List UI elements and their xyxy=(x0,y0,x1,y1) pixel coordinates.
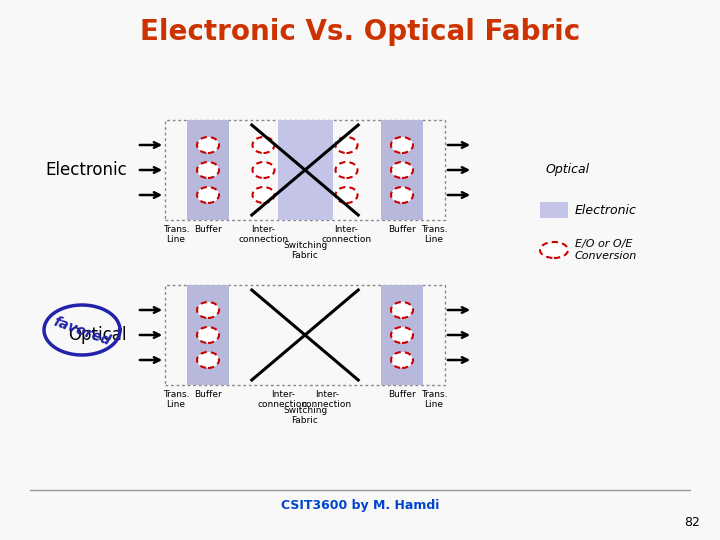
Text: 82: 82 xyxy=(684,516,700,529)
Text: Inter-
connection: Inter- connection xyxy=(321,225,372,245)
Ellipse shape xyxy=(197,162,219,178)
Text: E/O or O/E
Conversion: E/O or O/E Conversion xyxy=(575,239,637,261)
Ellipse shape xyxy=(391,137,413,153)
Text: Inter-
connection: Inter- connection xyxy=(258,390,308,409)
Text: Buffer: Buffer xyxy=(388,390,416,399)
Text: Electronic: Electronic xyxy=(45,161,127,179)
Bar xyxy=(381,120,423,220)
Text: Inter-
connection: Inter- connection xyxy=(238,225,289,245)
Text: Buffer: Buffer xyxy=(194,390,222,399)
Text: Buffer: Buffer xyxy=(194,225,222,234)
Ellipse shape xyxy=(197,302,219,318)
Bar xyxy=(540,202,568,218)
Text: Inter-
connection: Inter- connection xyxy=(302,390,352,409)
Text: Trans.
Line: Trans. Line xyxy=(163,225,189,245)
Text: CSIT3600 by M. Hamdi: CSIT3600 by M. Hamdi xyxy=(281,498,439,511)
Ellipse shape xyxy=(197,187,219,203)
Ellipse shape xyxy=(391,352,413,368)
Ellipse shape xyxy=(253,187,274,203)
Text: Electronic Vs. Optical Fabric: Electronic Vs. Optical Fabric xyxy=(140,18,580,46)
Bar xyxy=(277,120,333,220)
Ellipse shape xyxy=(336,137,358,153)
Bar xyxy=(165,285,445,385)
Text: favored: favored xyxy=(51,315,112,349)
Bar xyxy=(165,120,445,220)
Text: Trans.
Line: Trans. Line xyxy=(163,390,189,409)
Text: Trans.
Line: Trans. Line xyxy=(420,225,447,245)
Ellipse shape xyxy=(540,242,568,258)
Ellipse shape xyxy=(391,327,413,343)
Text: Switching
Fabric: Switching Fabric xyxy=(283,406,327,426)
Text: Trans.
Line: Trans. Line xyxy=(420,390,447,409)
Text: Switching
Fabric: Switching Fabric xyxy=(283,241,327,260)
Ellipse shape xyxy=(336,187,358,203)
Bar xyxy=(187,285,229,385)
Bar xyxy=(187,120,229,220)
Ellipse shape xyxy=(391,302,413,318)
Ellipse shape xyxy=(253,137,274,153)
Text: Buffer: Buffer xyxy=(388,225,416,234)
Text: Electronic: Electronic xyxy=(575,204,637,217)
Ellipse shape xyxy=(197,352,219,368)
Ellipse shape xyxy=(197,137,219,153)
Ellipse shape xyxy=(391,187,413,203)
Text: Optical: Optical xyxy=(545,164,589,177)
Ellipse shape xyxy=(253,162,274,178)
Text: Optical: Optical xyxy=(68,326,127,344)
Ellipse shape xyxy=(336,162,358,178)
Bar xyxy=(381,285,423,385)
Ellipse shape xyxy=(197,327,219,343)
Ellipse shape xyxy=(391,162,413,178)
